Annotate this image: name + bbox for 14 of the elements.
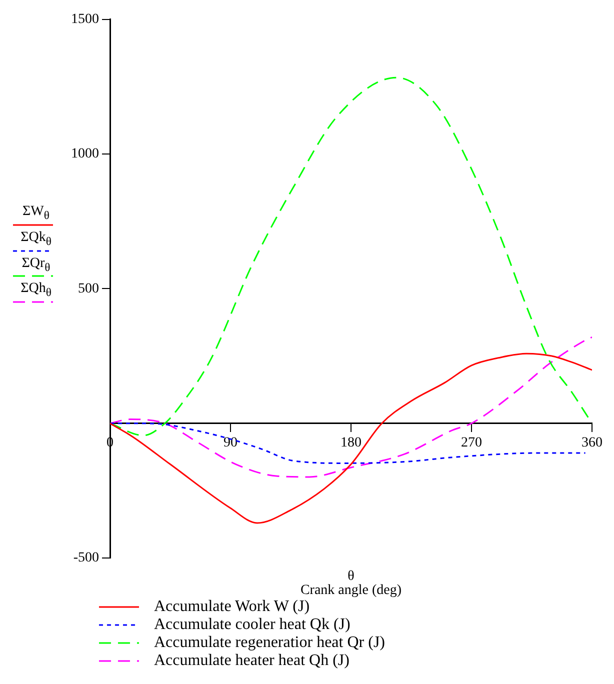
- y-tick-label: 1500: [71, 12, 99, 28]
- x-tick-label: 180: [340, 435, 362, 450]
- y-tick-label: -500: [73, 550, 99, 566]
- x-tick-label: 90: [224, 435, 238, 450]
- y-tick-label: 1000: [71, 146, 99, 162]
- legend-label: Accumulate Work W (J): [154, 598, 310, 616]
- legend-label: Accumulate cooler heat Qk (J): [154, 616, 350, 634]
- x-axis-title: θ Crank angle (deg): [300, 569, 402, 598]
- legend-label: Accumulate heater heat Qh (J): [154, 652, 350, 670]
- legend-label: Accumulate regeneratior heat Qr (J): [154, 634, 385, 652]
- y-tick-label: 500: [78, 281, 99, 296]
- y-axis-title: ΣW$_{θ}$ ΣQk$_{θ}$ ΣQr$_{θ}$ ΣQh$_{θ}$: [20, 204, 52, 300]
- x-tick-label: 270: [461, 435, 482, 450]
- x-tick-label: 360: [582, 435, 602, 450]
